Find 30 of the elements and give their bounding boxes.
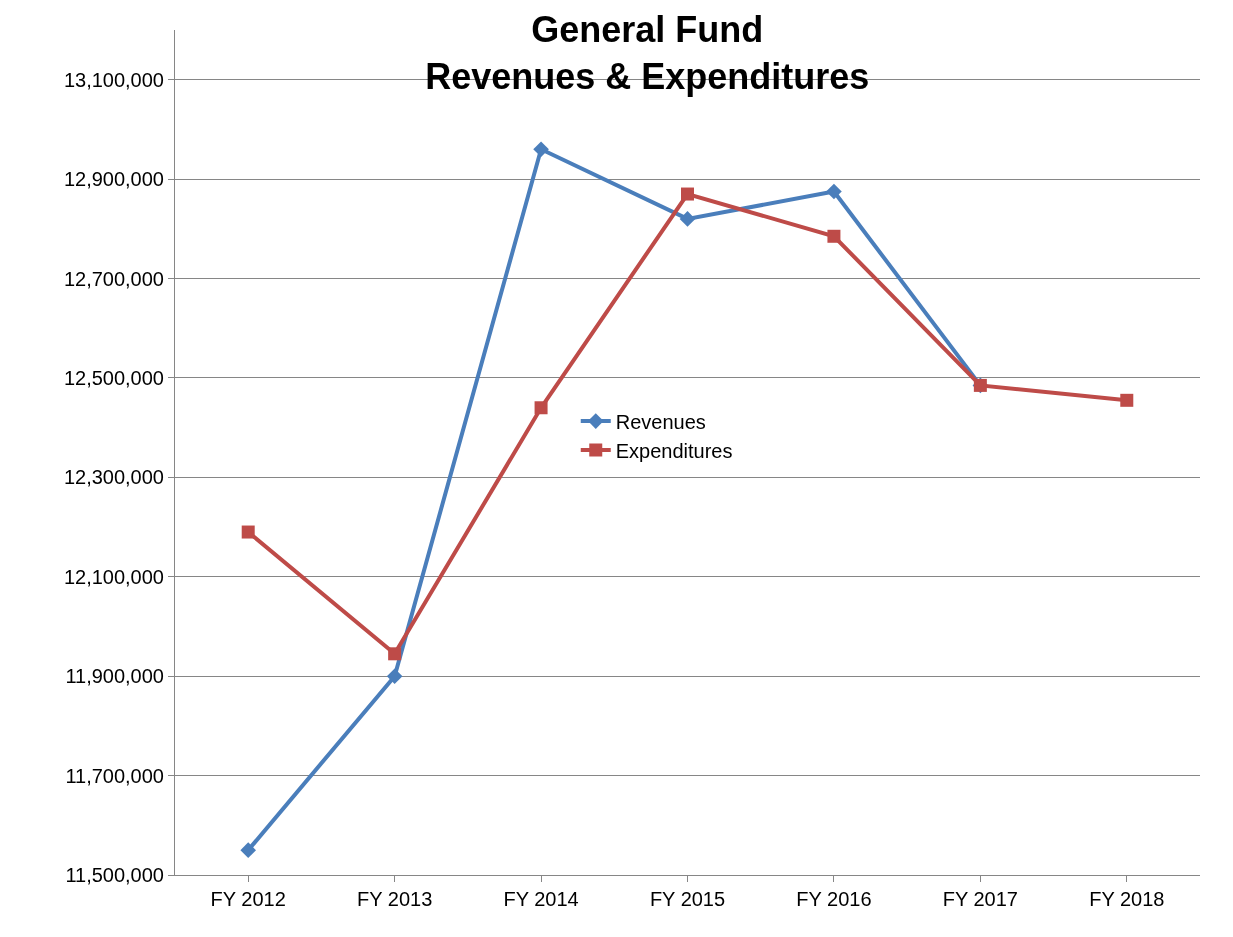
point [826,183,842,200]
y-tick-label: 11,700,000 [65,764,164,787]
y-tick-label: 12,300,000 [63,466,164,489]
point [1120,393,1134,407]
point [533,141,549,158]
y-tick-label: 12,500,000 [63,366,164,389]
y-tick-label: 12,700,000 [63,267,164,290]
x-tick-label: FY 2018 [1089,888,1165,910]
y-tick-label: 12,900,000 [63,168,164,191]
point [388,647,402,661]
y-tick-label: 12,100,000 [63,565,164,588]
x-tick-label: FY 2012 [210,888,286,910]
x-tick-label: FY 2015 [649,888,726,910]
x-tick-label: FY 2017 [942,888,1018,910]
point [681,187,694,201]
legend-label: Revenues [615,410,706,433]
y-tick-label: 11,900,000 [65,665,164,688]
point [827,229,841,243]
y-tick-label: 13,100,000 [63,68,164,91]
x-tick-label: FY 2014 [503,888,579,910]
point [241,525,255,539]
point [534,401,548,415]
x-tick-label: FY 2016 [796,888,872,910]
y-tick-label: 11,500,000 [65,864,164,886]
point [240,842,257,858]
point [679,211,696,227]
legend-label: Expenditures [615,439,733,462]
x-tick-label: FY 2013 [357,888,433,910]
chart-title: General Fund Revenues & Expenditures [425,9,870,97]
point [386,668,403,684]
